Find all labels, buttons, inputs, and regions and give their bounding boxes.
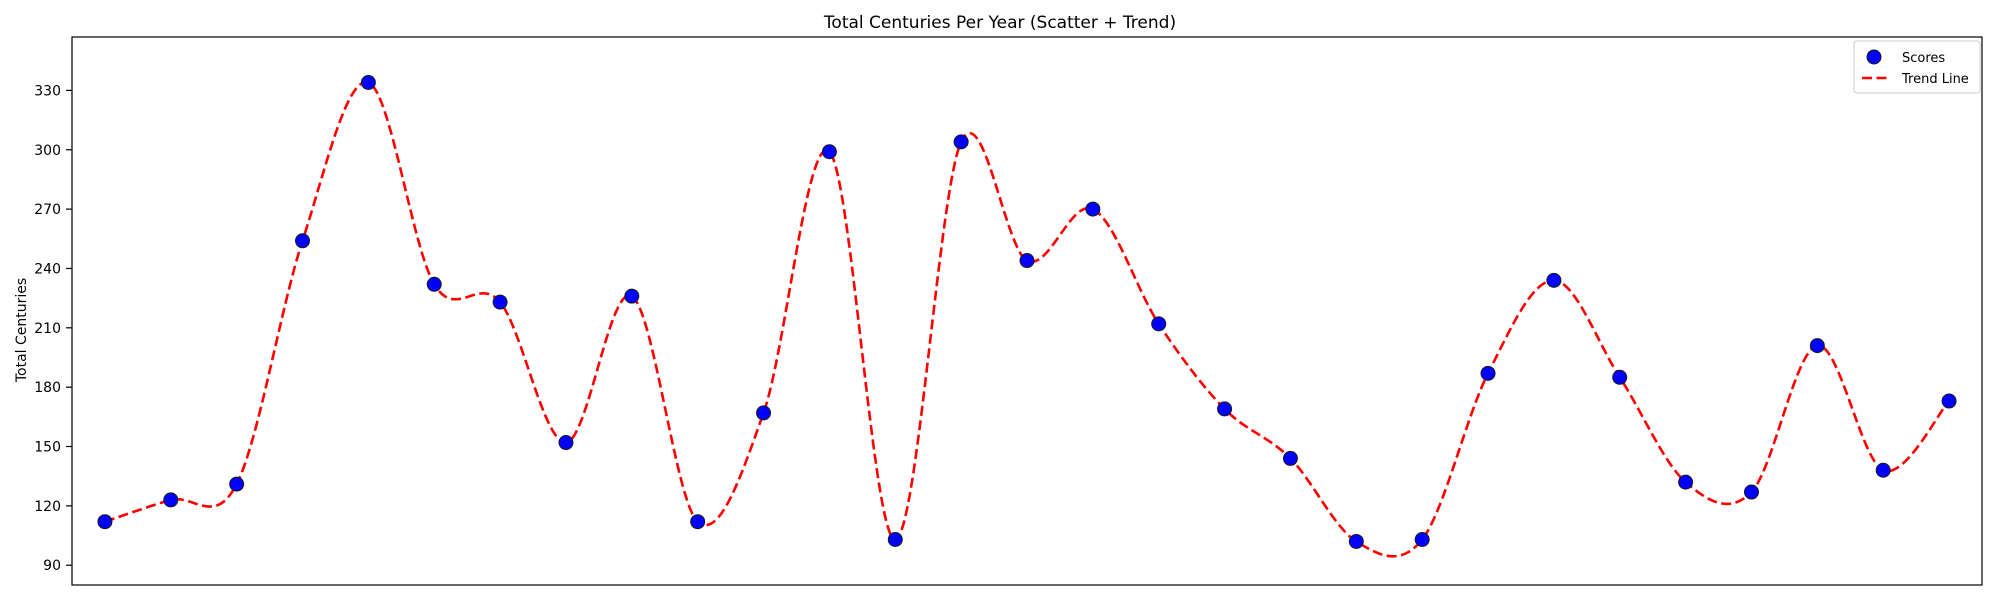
y-tick-label: 180 (34, 380, 61, 396)
scatter-point (953, 134, 969, 150)
y-tick-label: 240 (34, 261, 61, 277)
scatter-point (1217, 401, 1233, 417)
scatter-point (624, 288, 640, 304)
legend-marker-scores (1866, 49, 1882, 65)
y-tick-label: 150 (34, 440, 61, 456)
legend-label-scores: Scores (1902, 51, 1945, 66)
scatter-point (1743, 484, 1759, 500)
y-axis-label: Total Centuries (14, 278, 30, 383)
y-axis-ticks: 90 120 150 180 210 240 270 300 330 (34, 83, 72, 574)
y-tick-label: 300 (34, 143, 61, 159)
scatter-point (690, 514, 706, 530)
y-tick-label: 90 (43, 558, 61, 574)
scatter-point (97, 514, 113, 530)
scatter-point (1678, 474, 1694, 490)
trend-line (104, 81, 1951, 558)
scatter-point (756, 405, 772, 421)
scatter-point (1151, 316, 1167, 332)
scatter-point (1348, 533, 1364, 549)
y-tick-label: 210 (34, 321, 61, 337)
scatter-point (1085, 201, 1101, 217)
y-tick-label: 270 (34, 202, 61, 218)
scatter-point (887, 531, 903, 547)
scatter-point (1612, 369, 1628, 385)
scatter-point (1546, 272, 1562, 288)
scatter-point (1480, 365, 1496, 381)
scatter-point (163, 492, 179, 508)
scatter-point (1414, 531, 1430, 547)
scatter-point (360, 75, 376, 91)
scatter-point (426, 276, 442, 292)
chart-title: Total Centuries Per Year (Scatter + Tren… (823, 13, 1176, 33)
scatter-point (1941, 393, 1957, 409)
legend-box (1853, 40, 1981, 94)
scatter-point (558, 435, 574, 451)
scatter-point (492, 294, 508, 310)
y-tick-label: 120 (34, 499, 61, 515)
legend: Scores Trend Line (1853, 40, 1981, 94)
scatter-point (229, 476, 245, 492)
scatter-points (97, 75, 1957, 549)
scatter-point (1282, 450, 1298, 466)
legend-label-trend: Trend Line (1901, 72, 1969, 87)
plot-frame (71, 36, 1983, 586)
scatter-point (821, 144, 837, 160)
scatter-point (1019, 253, 1035, 269)
scatter-point (295, 233, 311, 249)
scatter-point (1875, 462, 1891, 478)
scatter-point (1809, 338, 1825, 354)
y-tick-label: 330 (34, 83, 61, 99)
